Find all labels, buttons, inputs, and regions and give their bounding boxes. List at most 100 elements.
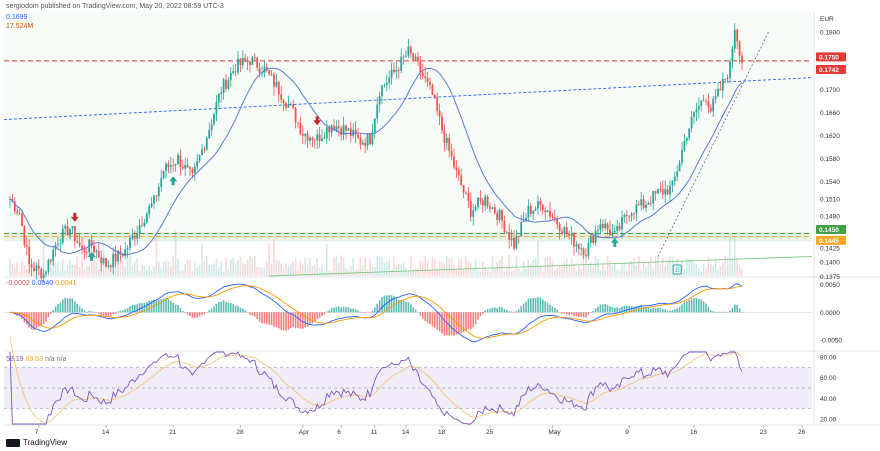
macd-histogram-bar bbox=[693, 297, 695, 313]
candle-body bbox=[321, 138, 323, 142]
macd-histogram-bar bbox=[148, 300, 150, 313]
candle-body bbox=[109, 265, 112, 268]
volume-bar bbox=[42, 238, 45, 276]
volume-bar bbox=[338, 263, 340, 276]
volume-bar bbox=[738, 265, 741, 276]
macd-histogram-bar bbox=[431, 312, 434, 327]
macd-histogram-bar bbox=[419, 312, 422, 316]
candle-body bbox=[292, 104, 295, 108]
candle-body bbox=[433, 94, 436, 98]
candle-body bbox=[165, 163, 167, 172]
candle-body bbox=[383, 84, 386, 86]
candle-body bbox=[277, 81, 280, 95]
macd-histogram-bar bbox=[518, 309, 520, 313]
candle-body bbox=[477, 197, 479, 208]
macd-histogram-bar bbox=[455, 312, 458, 335]
candle-body bbox=[371, 132, 374, 145]
candle-body bbox=[285, 103, 287, 108]
macd-histogram-bar bbox=[542, 299, 544, 313]
candle-body bbox=[83, 248, 86, 253]
candle-body bbox=[263, 66, 266, 73]
candle-body bbox=[460, 175, 463, 186]
candle-body bbox=[623, 214, 626, 218]
candle-body bbox=[520, 222, 523, 237]
candle-body bbox=[563, 227, 566, 234]
time-tick-label: May bbox=[548, 429, 561, 436]
macd-histogram-bar bbox=[42, 312, 45, 324]
macd-histogram-bar bbox=[405, 302, 407, 313]
macd-histogram-bar bbox=[525, 301, 527, 313]
volume-bar bbox=[609, 260, 611, 276]
volume-bar bbox=[290, 264, 292, 276]
macd-histogram-bar bbox=[263, 312, 266, 324]
candle-body bbox=[575, 244, 578, 247]
volume-bar bbox=[520, 271, 522, 276]
macd-histogram-bar bbox=[340, 307, 342, 313]
candle-body bbox=[325, 127, 328, 139]
tradingview-brand[interactable]: TradingView bbox=[6, 438, 67, 447]
macd-histogram-bar bbox=[254, 312, 256, 317]
volume-bar bbox=[218, 267, 220, 276]
candle-body bbox=[661, 189, 664, 195]
macd-histogram-bar bbox=[117, 311, 119, 313]
price-tick-label: 0.1580 bbox=[820, 156, 840, 163]
candle-body bbox=[630, 213, 633, 217]
price-tick-label: 0.1480 bbox=[820, 214, 840, 221]
volume-bar bbox=[184, 264, 186, 276]
macd-histogram-bar bbox=[366, 311, 369, 313]
macd-histogram-bar bbox=[546, 302, 549, 313]
volume-bar bbox=[494, 267, 496, 276]
volume-bar bbox=[316, 257, 318, 276]
moving-average-line bbox=[9, 67, 743, 256]
candle-body bbox=[647, 203, 650, 205]
macd-histogram-bar bbox=[472, 312, 474, 328]
volume-bar bbox=[530, 263, 532, 276]
candle-body bbox=[613, 230, 616, 233]
macd-histogram-bar bbox=[21, 312, 23, 319]
volume-bar bbox=[129, 233, 131, 276]
volume-bar bbox=[561, 266, 563, 276]
volume-bar bbox=[213, 263, 215, 276]
volume-bar bbox=[582, 256, 585, 276]
volume-bar bbox=[194, 262, 196, 276]
volume-bar bbox=[558, 265, 561, 276]
macd-histogram-bar bbox=[52, 310, 54, 313]
macd-histogram-bar bbox=[316, 312, 318, 320]
volume-bar bbox=[126, 256, 129, 276]
macd-histogram-bar bbox=[90, 311, 93, 313]
candle-body bbox=[395, 70, 398, 73]
volume-bar bbox=[143, 265, 146, 276]
volume-bar bbox=[292, 261, 294, 276]
candle-body bbox=[688, 128, 691, 138]
macd-histogram-bar bbox=[297, 312, 299, 328]
candle-body bbox=[217, 94, 220, 103]
candle-body bbox=[481, 200, 484, 206]
candle-body bbox=[681, 150, 683, 163]
candle-body bbox=[489, 206, 491, 209]
macd-histogram-bar bbox=[304, 312, 306, 328]
volume-bar bbox=[11, 264, 14, 276]
volume-bar bbox=[268, 242, 270, 276]
volume-bar bbox=[318, 268, 321, 276]
candle-body bbox=[181, 167, 184, 169]
candle-body bbox=[131, 235, 134, 239]
candle-body bbox=[621, 217, 623, 230]
volume-bar bbox=[710, 263, 712, 276]
macd-histogram-bar bbox=[621, 306, 623, 313]
volume-bar bbox=[714, 257, 717, 276]
macd-histogram-bar bbox=[218, 302, 220, 313]
brand-name: TradingView bbox=[23, 438, 68, 447]
candle-body bbox=[609, 229, 611, 236]
macd-histogram-bar bbox=[467, 312, 470, 330]
volume-bar bbox=[563, 260, 566, 276]
macd-histogram-bar bbox=[386, 295, 388, 313]
volume-bar bbox=[671, 256, 674, 276]
macd-histogram-bar bbox=[417, 311, 419, 313]
volume-bar bbox=[275, 260, 278, 276]
volume-bar bbox=[328, 270, 330, 276]
macd-histogram-bar bbox=[321, 312, 323, 317]
candle-body bbox=[678, 162, 681, 172]
candle-body bbox=[582, 248, 585, 256]
macd-histogram-bar bbox=[38, 312, 40, 327]
